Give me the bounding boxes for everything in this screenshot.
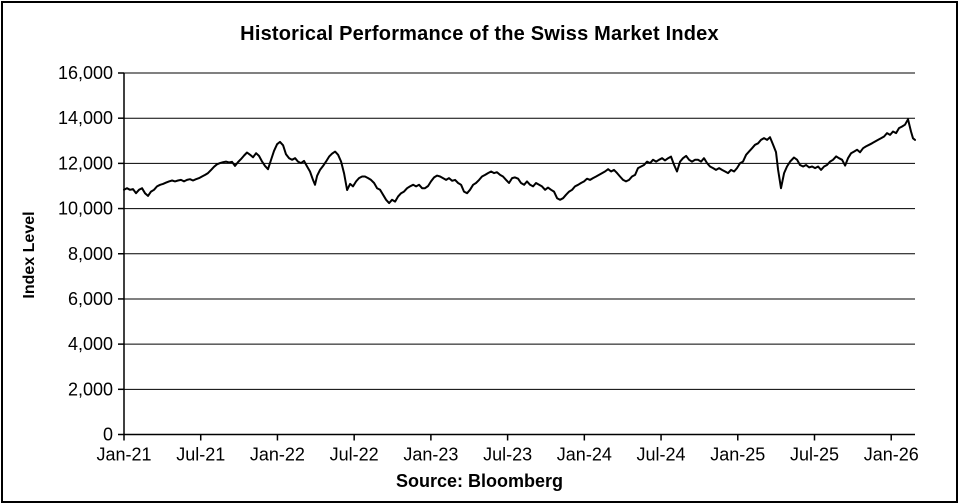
x-tick-label: Jul-25 xyxy=(790,445,839,465)
y-tick-label: 0 xyxy=(103,425,113,445)
smi-price-line xyxy=(123,118,916,205)
x-tick-label: Jan-24 xyxy=(557,445,612,465)
x-tick-label: Jul-22 xyxy=(330,445,379,465)
y-tick-label: 8,000 xyxy=(68,244,113,264)
x-tick-label: Jul-24 xyxy=(637,445,686,465)
y-tick-label: 10,000 xyxy=(58,199,113,219)
x-tick-label: Jan-23 xyxy=(403,445,458,465)
source-label: Source: Bloomberg xyxy=(395,471,564,491)
y-tick-label: 16,000 xyxy=(58,63,113,83)
y-tick-label: 4,000 xyxy=(68,334,113,354)
chart-title: Historical Performance of the Swiss Mark… xyxy=(240,23,719,45)
y-tick-label: 6,000 xyxy=(68,289,113,309)
x-tick-label: Jan-25 xyxy=(710,445,765,465)
y-tick-label: 12,000 xyxy=(58,153,113,173)
y-tick-label: 14,000 xyxy=(58,108,113,128)
y-tick-label: 2,000 xyxy=(68,379,113,399)
x-tick-label: Jan-22 xyxy=(250,445,305,465)
x-tick-label: Jul-23 xyxy=(483,445,532,465)
x-tick-label: Jul-21 xyxy=(176,445,225,465)
x-tick-label: Jan-21 xyxy=(96,445,151,465)
x-tick-label: Jan-26 xyxy=(864,445,919,465)
